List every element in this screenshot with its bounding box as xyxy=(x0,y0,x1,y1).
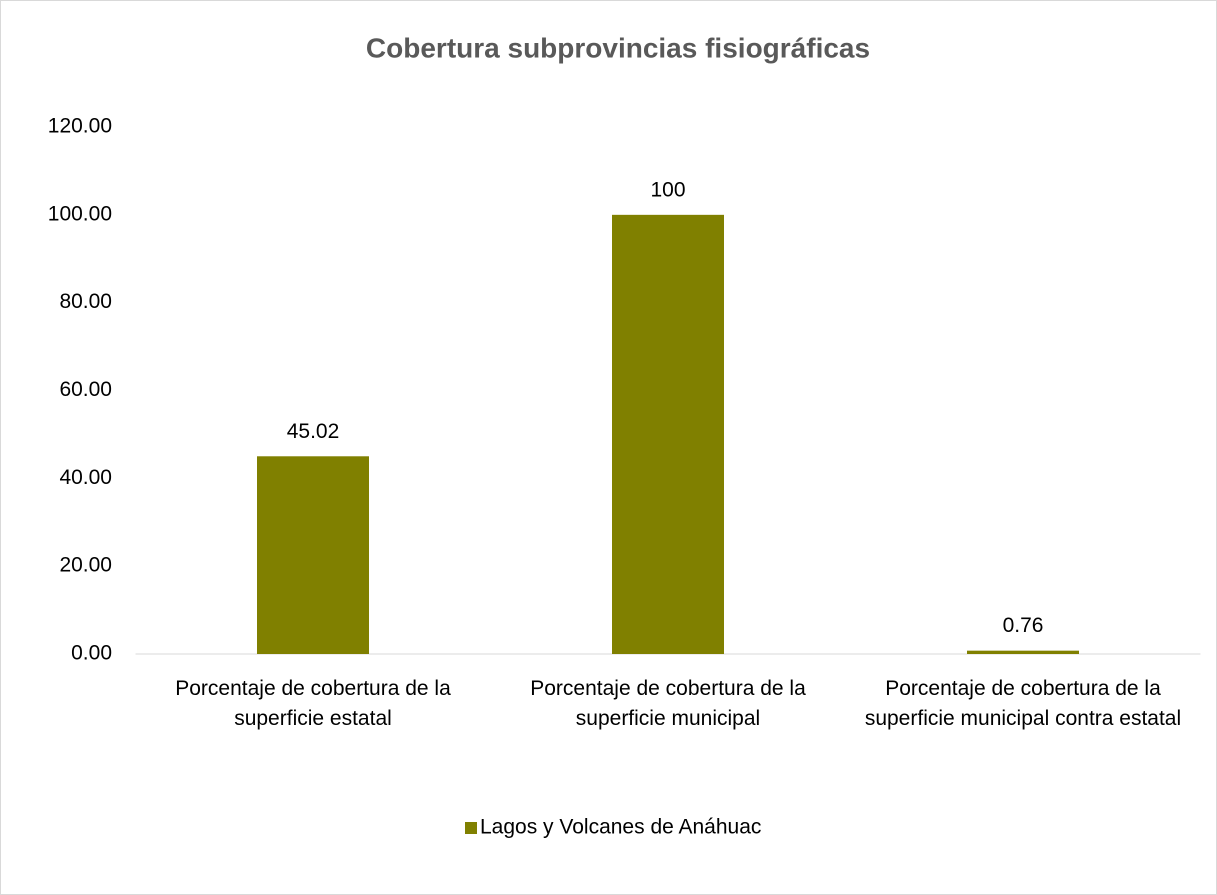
x-tick-label: Porcentaje de cobertura de la superficie… xyxy=(175,677,451,730)
data-label: 100 xyxy=(650,178,685,201)
y-tick-label: 20.00 xyxy=(59,554,112,577)
legend-label: Lagos y Volcanes de Anáhuac xyxy=(480,816,761,839)
y-tick-label: 0.00 xyxy=(71,642,112,665)
y-tick-label: 60.00 xyxy=(59,378,112,401)
y-tick-label: 120.00 xyxy=(48,115,112,138)
bar xyxy=(612,214,724,655)
bar xyxy=(257,456,369,654)
legend-swatch xyxy=(465,822,477,834)
x-tick-label: Porcentaje de cobertura de la superficie… xyxy=(530,677,806,730)
x-tick-label: Porcentaje de cobertura de la superficie… xyxy=(864,677,1182,730)
y-tick-label: 80.00 xyxy=(59,290,112,313)
data-label: 0.76 xyxy=(1003,614,1044,637)
y-tick-label: 40.00 xyxy=(59,466,112,489)
data-label: 45.02 xyxy=(287,420,340,443)
y-tick-label: 100.00 xyxy=(48,202,112,225)
bar xyxy=(967,650,1079,654)
chart-title: Cobertura subprovincias fisiográficas xyxy=(366,32,870,63)
